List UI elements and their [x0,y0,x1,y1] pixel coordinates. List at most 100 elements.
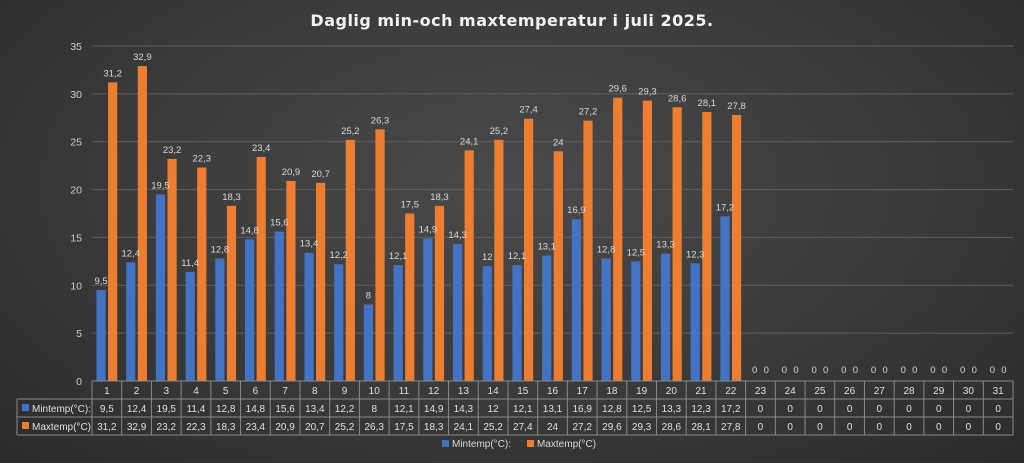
min-data-label: 0 [752,365,757,376]
table-cell: 25,2 [335,422,355,433]
min-data-label: 11,4 [181,258,199,269]
table-cell: 0 [877,422,883,433]
x-tick-label: 14 [488,386,500,397]
min-data-label: 15,6 [270,218,289,229]
table-cell: 12,8 [602,404,622,415]
max-data-label: 27,4 [519,105,538,116]
max-bar [613,97,623,381]
max-data-label: 23,2 [163,145,182,156]
table-cell: 0 [906,422,912,433]
table-cell: 0 [936,404,942,415]
max-data-label: 0 [823,365,828,376]
table-cell: 8 [371,404,377,415]
max-data-label: 25,2 [490,126,509,137]
bars [96,66,742,382]
table-cell: 19,5 [157,404,177,415]
legend-label-max: Maxtemp(°C) [537,439,596,450]
table-cell: 0 [758,404,764,415]
x-tick-label: 9 [342,386,348,397]
x-tick-label: 28 [903,386,915,397]
max-bar [553,151,563,381]
min-data-label: 0 [930,365,935,376]
min-data-label: 12,4 [122,248,141,259]
table-cell: 12,8 [216,404,236,415]
min-bar [542,255,552,381]
max-bar [286,180,296,381]
max-bar [672,107,682,381]
min-bar [690,263,700,381]
min-data-label: 12,1 [389,251,408,262]
max-data-label: 31,2 [103,68,122,79]
x-tick-label: 25 [814,386,826,397]
min-data-label: 12,2 [329,250,348,261]
min-data-label: 0 [871,365,876,376]
chart-title: Daglig min-och maxtemperatur i juli 2025… [310,11,713,30]
x-tick-label: 18 [606,386,618,397]
max-data-label: 0 [1001,365,1006,376]
table-cell: 26,3 [365,422,385,433]
max-data-label: 22,3 [193,154,212,165]
min-data-label: 12,5 [627,247,646,258]
table-cell: 14,3 [454,404,474,415]
table-cell: 28,6 [662,422,682,433]
y-tick-label: 10 [70,280,82,292]
max-bar [494,139,504,381]
min-bar [245,239,255,381]
min-data-label: 0 [901,365,906,376]
table-cell: 23,2 [157,422,177,433]
max-data-label: 0 [972,365,977,376]
table-cell: 0 [906,404,912,415]
y-tick-label: 35 [70,41,82,53]
y-tick-label: 15 [70,232,82,244]
table-cell: 0 [995,404,1001,415]
min-bar [601,258,611,381]
table-cell: 0 [787,404,793,415]
x-tick-label: 5 [223,386,229,397]
data-table: 1 2 3 4 5 6 7 8 9 10 11 12 13 14 15 16 17 18 19 20 21 22 23 24 2… [16,380,1014,436]
x-tick-label: 15 [517,386,529,397]
x-tick-label: 30 [963,386,975,397]
min-data-label: 13,3 [656,240,675,251]
table-key-min [22,404,29,411]
min-bar [631,261,641,381]
max-data-label: 32,9 [133,52,152,63]
max-bar [434,205,445,381]
min-data-label: 12,1 [508,251,527,262]
table-cell: 12,3 [691,404,711,415]
x-tick-label: 11 [399,386,410,397]
min-bar [126,262,136,381]
table-cell: 18,3 [424,422,444,433]
max-bar [702,112,712,382]
table-cell: 0 [847,422,853,433]
max-data-label: 29,3 [638,87,657,98]
table-cell: 13,3 [662,404,682,415]
max-data-label: 24 [553,137,564,148]
min-bar [720,216,730,381]
x-tick-label: 23 [755,386,767,397]
x-tick-label: 19 [636,386,648,397]
legend-key-max [527,440,535,447]
x-tick-label: 27 [874,386,886,397]
min-data-label: 0 [990,365,995,376]
x-tick-label: 2 [134,386,140,397]
min-data-label: 19,5 [151,180,170,191]
min-data-label: 13,1 [537,242,556,253]
max-bar [375,129,385,381]
table-cell: 0 [758,422,764,433]
max-bar [345,139,355,381]
max-data-label: 27,2 [579,107,598,118]
table-key-max [22,422,29,429]
table-cell: 20,7 [305,422,325,433]
x-tick-label: 17 [577,386,589,397]
max-bar [523,118,534,381]
data-labels: 9,5 12,4 19,5 11,4 12,8 14,8 15,6 13,4 12,2 8 12,1… [94,52,1006,376]
min-data-label: 16,9 [567,205,586,216]
min-data-label: 12,8 [597,244,616,255]
table-cell: 12,4 [127,404,147,415]
y-axis: 0 5 10 15 20 25 30 35 [70,41,82,388]
min-data-label: 12 [482,252,493,263]
table-cell: 13,4 [305,404,325,415]
table-cell: 23,4 [246,422,266,433]
table-cell: 12 [488,404,500,415]
max-data-label: 26,3 [371,115,390,126]
